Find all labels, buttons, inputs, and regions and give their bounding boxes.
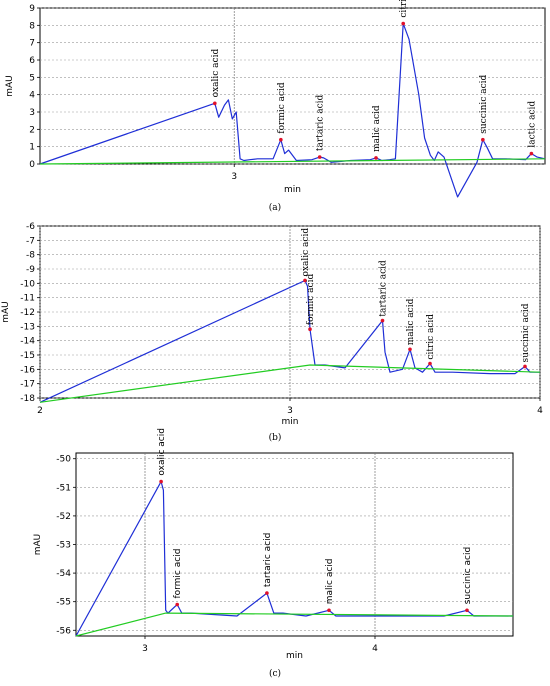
peak-marker (465, 608, 469, 613)
peak-label: lactic acid (527, 101, 537, 148)
peak-marker (308, 327, 312, 332)
peak-label: malic acid (325, 558, 335, 604)
y-tick-label: 1 (29, 143, 35, 153)
chromatogram-series (75, 481, 513, 637)
peak-label: citric acid (426, 314, 436, 360)
y-tick-label: 9 (29, 4, 35, 14)
chart-panel-a: 0 1 2 3 4 5 6 7 8 9 3 oxalic acid formic acid tartari… (5, 0, 546, 213)
y-tick-label: -18 (20, 394, 35, 404)
y-tick-label: 6 (29, 56, 35, 66)
peak-label: succinic acid (463, 547, 473, 604)
y-tick-label: 2 (29, 125, 35, 135)
peak-label: tartaric acid (263, 533, 273, 587)
peak-marker (317, 155, 322, 159)
y-tick-label: 8 (29, 21, 35, 31)
y-tick-label: -15 (20, 351, 35, 361)
x-tick-label: 2 (37, 406, 43, 416)
x-tick-label: 3 (142, 644, 148, 654)
peak-label: malic acid (372, 105, 382, 152)
peak-label: formic acid (277, 82, 287, 134)
x-tick-label: 4 (372, 644, 378, 654)
y-tick-label: 3 (29, 108, 35, 118)
peak-label: malic acid (406, 298, 416, 345)
peak-label: formic acid (306, 274, 316, 326)
y-tick-label: -55 (56, 598, 71, 608)
y-tick-label: -7 (26, 236, 35, 246)
peak-label: oxalic acid (211, 49, 221, 98)
y-tick-label: 4 (29, 91, 35, 101)
y-tick-label: -54 (56, 569, 71, 579)
baseline-series (39, 364, 541, 403)
plot-area (39, 7, 546, 165)
chromatogram-series (39, 279, 540, 403)
y-tick-label: -10 (20, 279, 35, 289)
y-tick-label: -51 (56, 483, 71, 493)
peak-marker (374, 156, 378, 160)
peak-marker (408, 347, 412, 352)
x-axis-title: min (286, 651, 303, 661)
peak-label: succinic acid (479, 74, 489, 133)
peak-marker (401, 21, 406, 26)
peak-label: oxalic acid (157, 428, 167, 476)
x-axis-title: min (282, 417, 299, 427)
panel-caption: (a) (269, 202, 281, 213)
y-tick-label: -6 (26, 222, 35, 232)
y-tick-label: 5 (29, 73, 35, 83)
peak-marker (529, 151, 534, 156)
y-tick-label: -12 (20, 308, 35, 318)
peak-label: oxalic acid (301, 228, 311, 277)
peak-marker (213, 101, 217, 106)
x-axis-title: min (284, 185, 301, 195)
peak-marker (481, 137, 485, 142)
peak-label: succinic acid (521, 303, 531, 362)
peak-label: tartaric acid (379, 260, 389, 317)
y-tick-label: -53 (56, 541, 71, 551)
y-tick-label: -16 (20, 365, 35, 375)
x-tick-label: 3 (231, 172, 237, 182)
y-tick-label: -13 (20, 322, 35, 332)
peak-marker (380, 318, 385, 323)
chromatogram-series (39, 23, 546, 198)
chart-panel-c: -56 -55 -54 -53 -52 -51 -50 3 4 oxalic acid formic… (33, 428, 514, 679)
y-tick-label: -52 (56, 512, 71, 522)
peak-marker (265, 591, 269, 595)
x-tick-label: 3 (287, 406, 293, 416)
y-tick-label: -8 (26, 251, 35, 261)
y-tick-label: -9 (26, 265, 35, 275)
x-tick-label: 4 (537, 406, 543, 416)
y-tick-label: -17 (20, 380, 35, 390)
baseline-series (39, 158, 546, 165)
y-axis-title: mAU (33, 534, 43, 556)
panel-caption: (b) (269, 432, 282, 443)
panel-caption: (c) (269, 668, 281, 679)
peak-marker (159, 479, 163, 484)
peak-label: tartaric acid (316, 94, 326, 151)
peak-label: citric acid (399, 0, 409, 18)
y-tick-label: -56 (56, 626, 71, 636)
peak-marker (327, 608, 331, 613)
chart-panel-b: -18 -17 -16 -15 -14 -13 -12 -11 -10 -9 -8 -7 -6 2 3 4 ox… (1, 222, 543, 443)
y-tick-label: 7 (29, 39, 35, 49)
y-tick-label: 0 (29, 160, 35, 170)
peak-marker (303, 278, 307, 283)
y-tick-label: -11 (20, 294, 35, 304)
baseline-series (75, 612, 514, 637)
y-tick-label: -50 (56, 455, 71, 465)
y-tick-label: -14 (20, 337, 35, 347)
y-axis-title: mAU (1, 301, 11, 323)
peak-marker (279, 137, 283, 142)
peak-marker (523, 364, 527, 369)
peak-label: formic acid (173, 549, 183, 599)
y-axis-title: mAU (5, 75, 15, 97)
peak-marker (175, 602, 179, 607)
peak-marker (428, 361, 432, 366)
